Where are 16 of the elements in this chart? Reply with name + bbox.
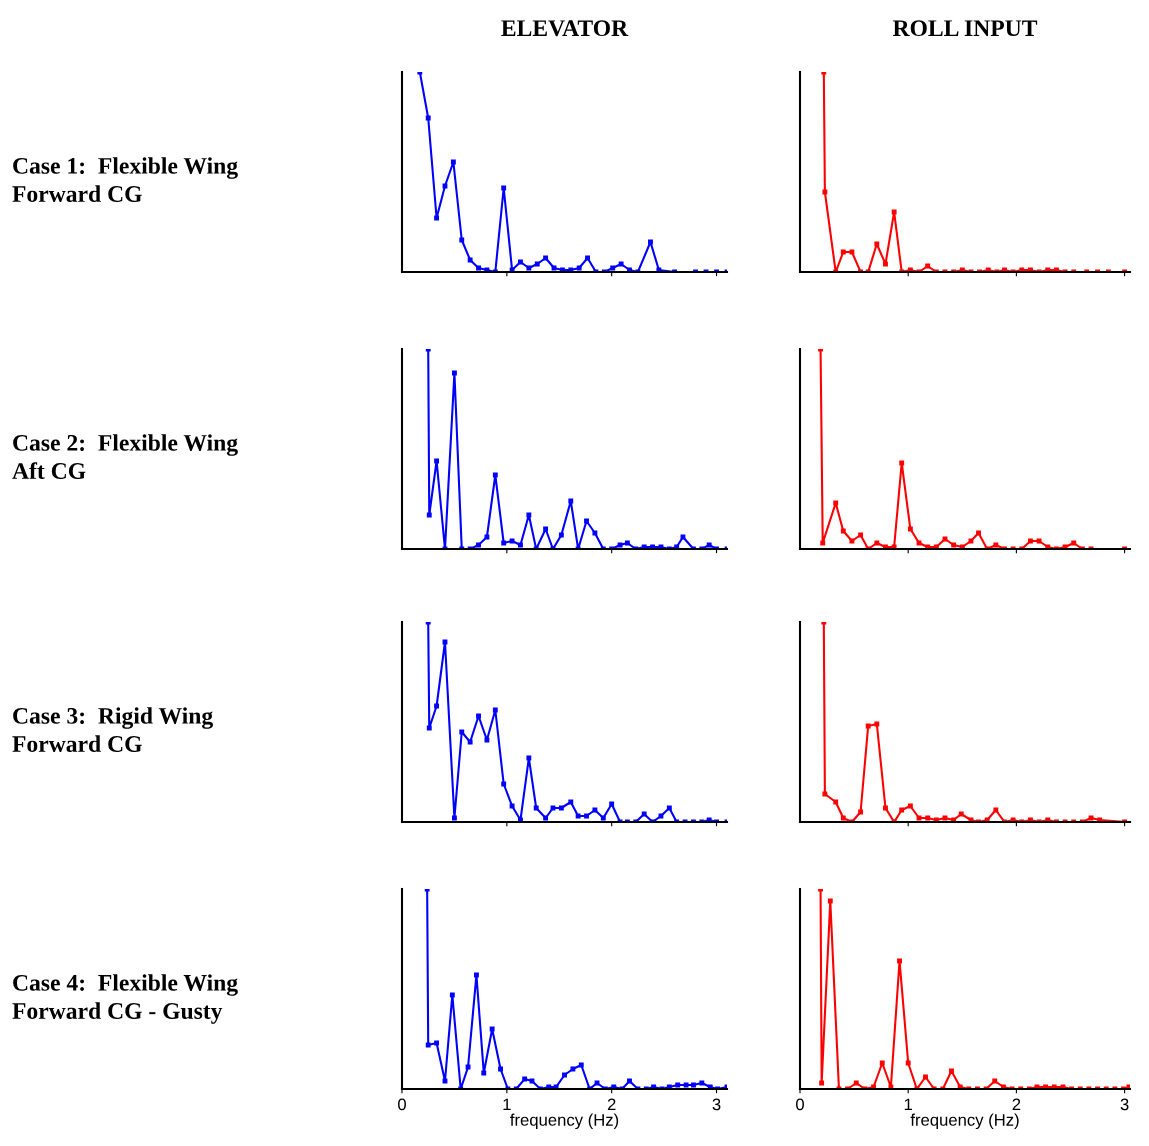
x-axis-title: frequency (Hz) [510, 1113, 619, 1130]
y-axis-title: Case 1: Flexible Wing Forward CG [12, 157, 238, 202]
x-tick-label: 0 [796, 1098, 804, 1111]
x-tick-label: 3 [712, 1098, 721, 1111]
x-tick-label: 1 [503, 1098, 511, 1111]
y-axis-title: Case 3: Rigid Wing Forward CG [12, 707, 213, 752]
x-tick-label: 2 [607, 1098, 616, 1111]
x-tick-label: 2 [1012, 1098, 1021, 1111]
chart-title: ROLL INPUT [892, 20, 1038, 37]
x-tick-label: 1 [904, 1098, 913, 1111]
x-axis-title: frequency (Hz) [910, 1113, 1019, 1130]
x-tick-label: 0 [398, 1098, 406, 1111]
y-axis-title: Case 4: Flexible Wing Forward CG - Gusty [12, 974, 238, 1024]
chart-title: ELEVATOR [501, 20, 629, 37]
x-tick-label: 3 [1120, 1098, 1129, 1111]
y-axis-title: Case 2: Flexible Wing Aft CG [12, 434, 238, 479]
